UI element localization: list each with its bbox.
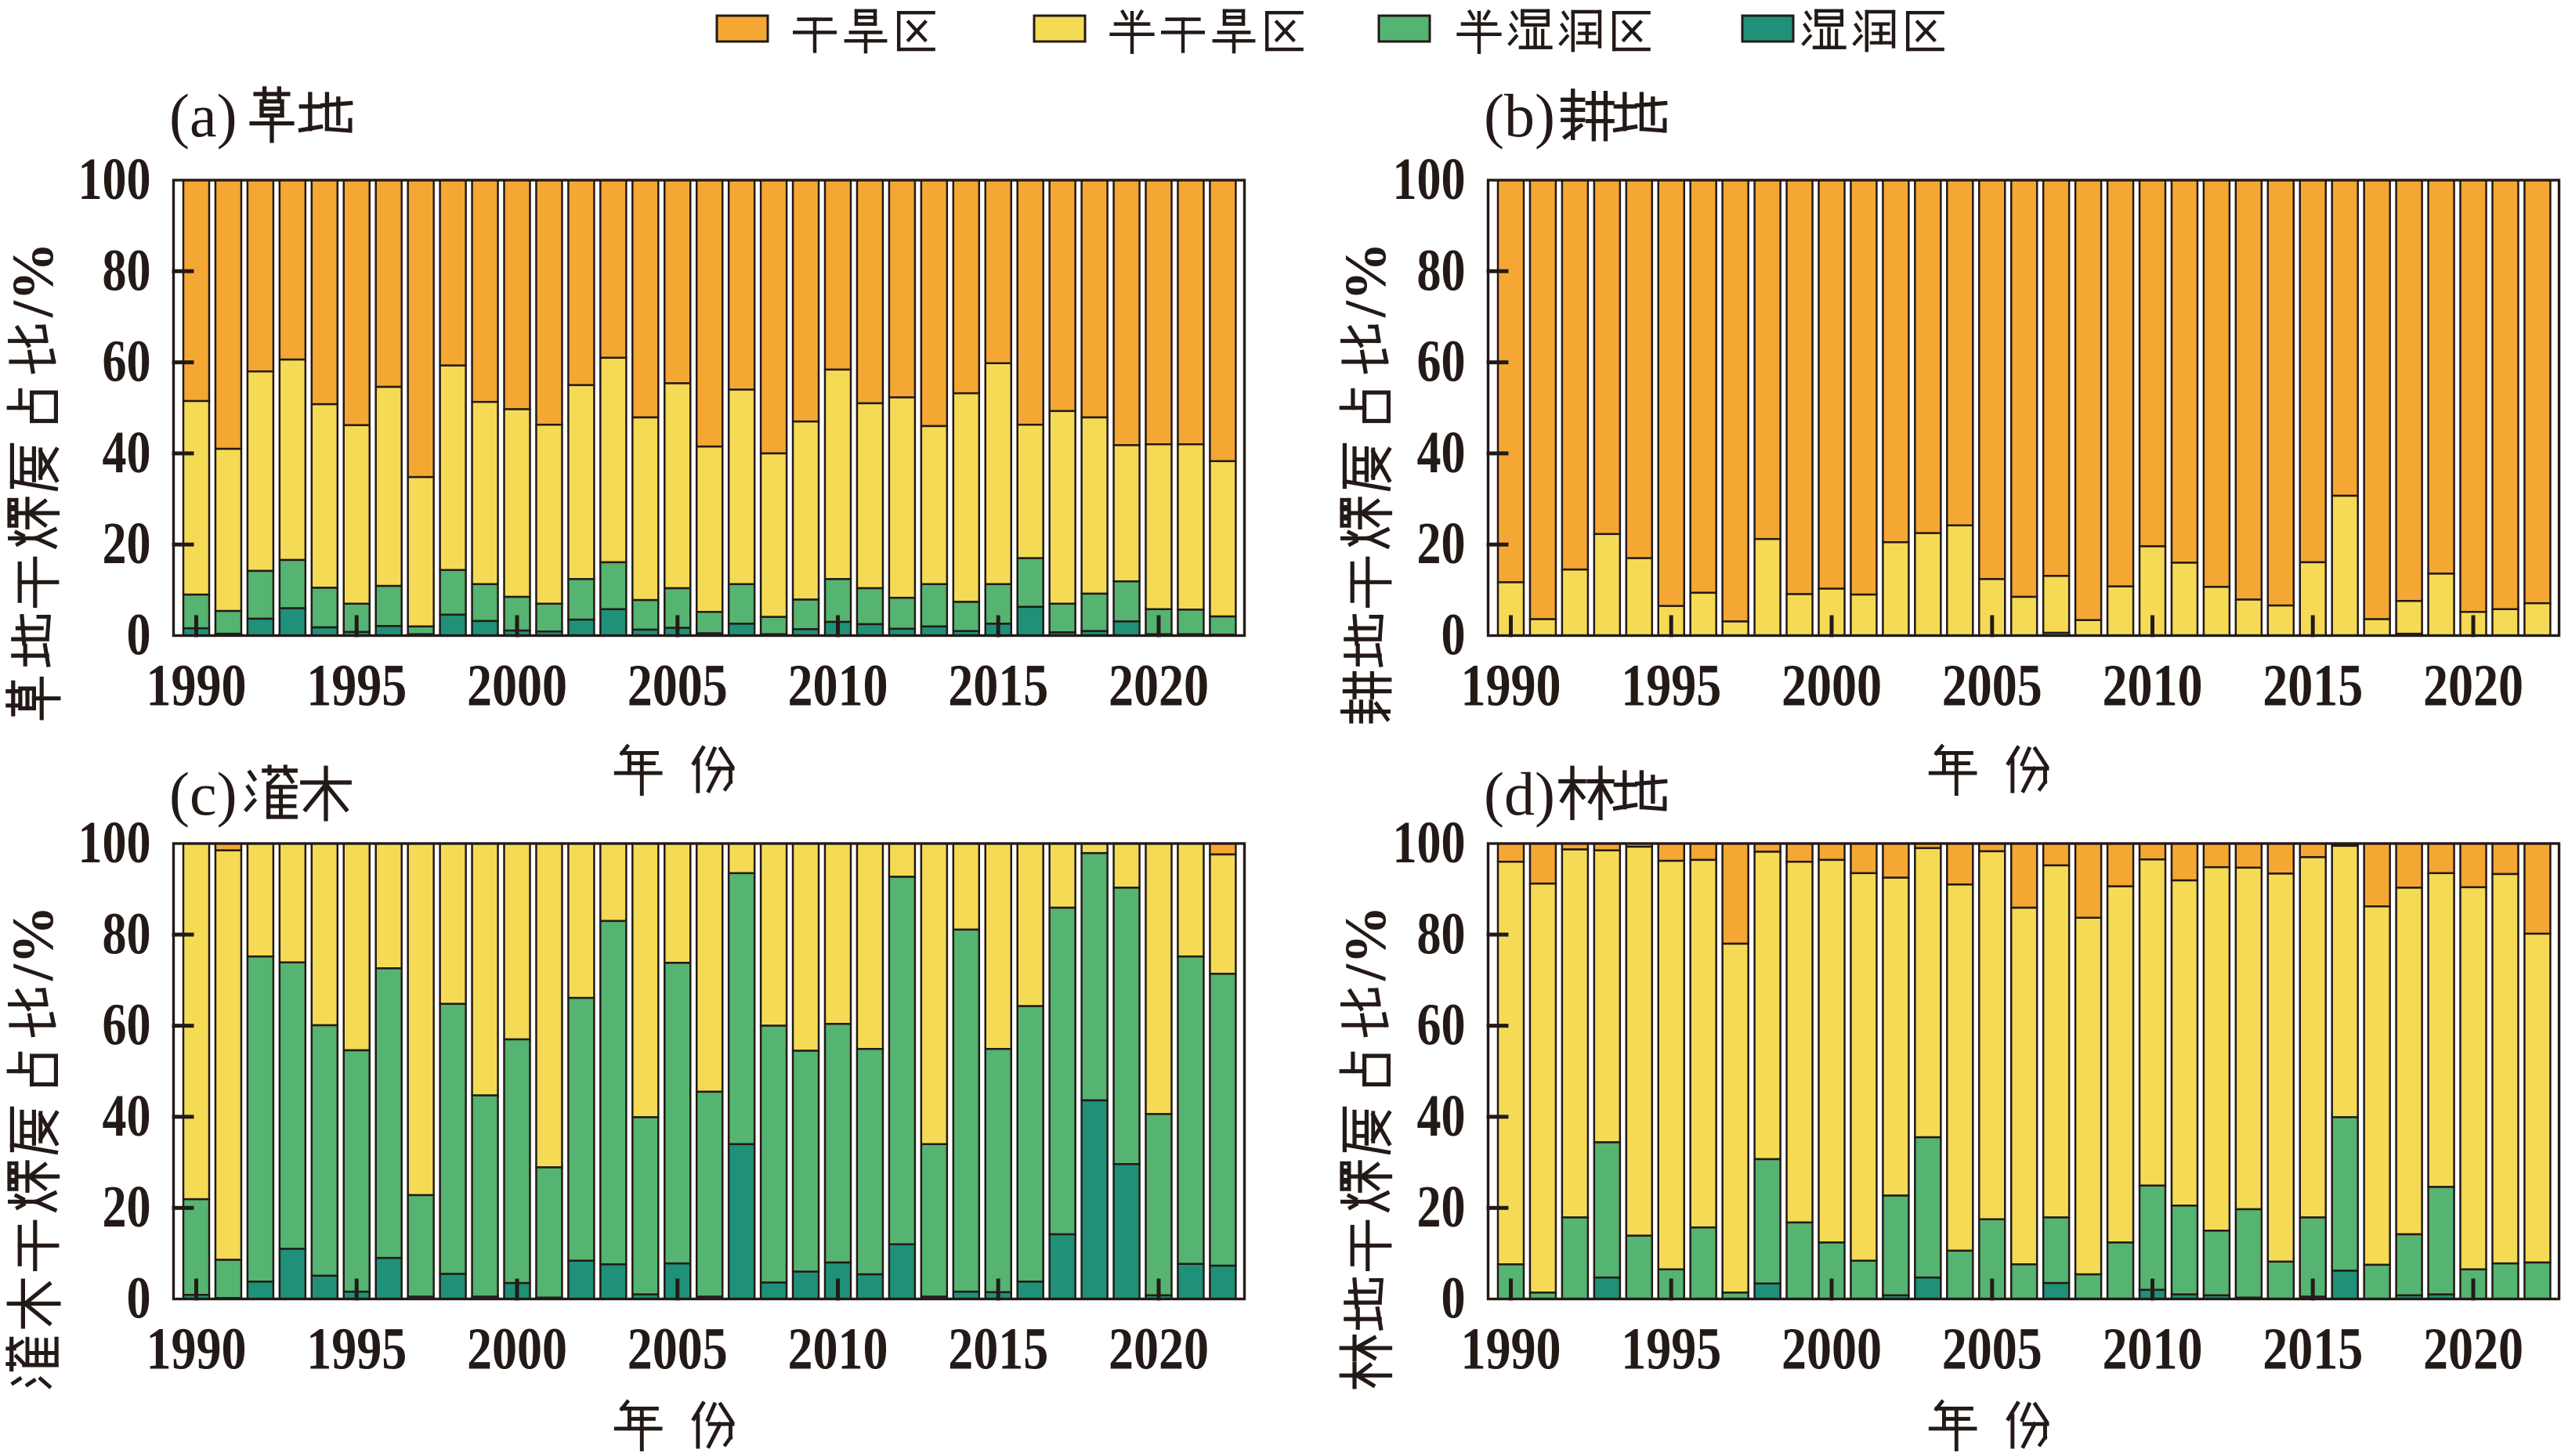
svg-text:/%: /% bbox=[1, 242, 66, 318]
svg-text:100: 100 bbox=[78, 810, 151, 876]
svg-text:2020: 2020 bbox=[2423, 1317, 2523, 1382]
svg-text:2005: 2005 bbox=[628, 653, 728, 719]
svg-text:2000: 2000 bbox=[467, 1317, 567, 1382]
svg-text:40: 40 bbox=[1417, 1083, 1466, 1149]
svg-text:40: 40 bbox=[103, 420, 151, 486]
svg-text:2015: 2015 bbox=[948, 1317, 1048, 1382]
svg-text:2020: 2020 bbox=[1109, 1317, 1209, 1382]
svg-text:2005: 2005 bbox=[1942, 653, 2042, 719]
svg-text:2010: 2010 bbox=[788, 653, 888, 719]
svg-text:0: 0 bbox=[127, 602, 151, 668]
svg-text:1990: 1990 bbox=[1461, 653, 1561, 719]
svg-text:20: 20 bbox=[1417, 511, 1466, 576]
svg-text:1995: 1995 bbox=[306, 1317, 407, 1382]
svg-text:20: 20 bbox=[1417, 1174, 1466, 1240]
svg-text:80: 80 bbox=[1417, 237, 1466, 303]
svg-text:/%: /% bbox=[1333, 242, 1398, 318]
svg-text:20: 20 bbox=[103, 511, 151, 576]
svg-text:2015: 2015 bbox=[2263, 1317, 2363, 1382]
svg-text:1990: 1990 bbox=[1461, 1317, 1561, 1382]
svg-text:60: 60 bbox=[1417, 992, 1466, 1058]
svg-text:2005: 2005 bbox=[1942, 1317, 2042, 1382]
svg-text:2000: 2000 bbox=[467, 653, 567, 719]
svg-text:2010: 2010 bbox=[2103, 1317, 2203, 1382]
svg-text:60: 60 bbox=[1417, 329, 1466, 395]
svg-text:2010: 2010 bbox=[788, 1317, 888, 1382]
svg-text:80: 80 bbox=[103, 901, 151, 966]
svg-text:0: 0 bbox=[1441, 602, 1466, 668]
svg-text:20: 20 bbox=[103, 1174, 151, 1240]
svg-text:2000: 2000 bbox=[1781, 1317, 1882, 1382]
svg-text:2020: 2020 bbox=[1109, 653, 1209, 719]
svg-text:80: 80 bbox=[103, 237, 151, 303]
svg-text:0: 0 bbox=[127, 1266, 151, 1331]
svg-text:2015: 2015 bbox=[2263, 653, 2363, 719]
svg-text:/%: /% bbox=[1333, 905, 1398, 981]
svg-text:1995: 1995 bbox=[306, 653, 407, 719]
svg-text:100: 100 bbox=[1393, 810, 1466, 876]
svg-text:1995: 1995 bbox=[1621, 653, 1721, 719]
svg-text:(c): (c) bbox=[169, 760, 237, 828]
svg-text:2015: 2015 bbox=[948, 653, 1048, 719]
svg-text:40: 40 bbox=[1417, 420, 1466, 486]
svg-text:2010: 2010 bbox=[2103, 653, 2203, 719]
svg-text:100: 100 bbox=[1393, 146, 1466, 212]
svg-text:100: 100 bbox=[78, 146, 151, 212]
svg-text:1990: 1990 bbox=[146, 653, 247, 719]
svg-text:(a): (a) bbox=[169, 81, 237, 150]
svg-text:1990: 1990 bbox=[146, 1317, 247, 1382]
svg-text:(b): (b) bbox=[1484, 81, 1555, 150]
svg-text:0: 0 bbox=[1441, 1266, 1466, 1331]
svg-text:/%: /% bbox=[1, 905, 66, 981]
svg-text:60: 60 bbox=[103, 992, 151, 1058]
svg-text:2000: 2000 bbox=[1781, 653, 1882, 719]
svg-text:60: 60 bbox=[103, 329, 151, 395]
svg-text:(d): (d) bbox=[1484, 760, 1555, 828]
svg-text:2020: 2020 bbox=[2423, 653, 2523, 719]
svg-text:80: 80 bbox=[1417, 901, 1466, 966]
svg-text:2005: 2005 bbox=[628, 1317, 728, 1382]
svg-text:40: 40 bbox=[103, 1083, 151, 1149]
svg-text:1995: 1995 bbox=[1621, 1317, 1721, 1382]
